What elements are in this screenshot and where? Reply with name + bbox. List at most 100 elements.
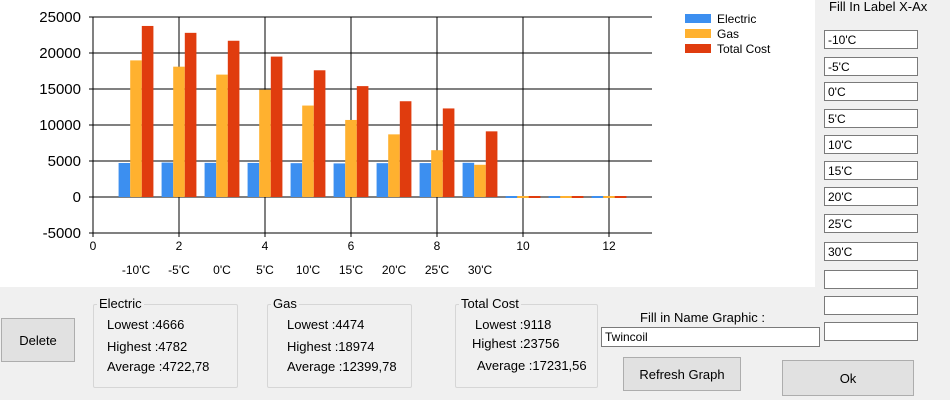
ok-button[interactable]: Ok [782, 360, 914, 396]
gas-highest: Highest :18974 [287, 339, 375, 354]
legend-item-total-cost: Total Cost [685, 41, 770, 56]
bar-total-cost [227, 40, 240, 198]
bar-total-cost [313, 70, 326, 197]
total-cost-average: Average :17231,56 [477, 358, 587, 373]
bar-total-cost [614, 196, 627, 198]
bar-total-cost [270, 56, 283, 197]
bar-chart: -5000 0 5000 10000 15000 20000 25000 0 2 4 6 8 10 12 -… [39, 9, 652, 277]
refresh-graph-button[interactable]: Refresh Graph [623, 357, 741, 391]
electric-stats-group: Electric Lowest :4666 Highest :4782 Aver… [93, 296, 238, 388]
category-label: 25'C [425, 263, 450, 277]
bar-electric [548, 196, 561, 198]
name-graphic-label: Fill in Name Graphic : [640, 310, 765, 325]
x-tick-label: 12 [602, 239, 616, 253]
category-label: 0'C [213, 263, 231, 277]
y-tick-label: 15000 [39, 81, 81, 98]
x-tick-label: 6 [348, 239, 355, 253]
category-label: 20'C [382, 263, 407, 277]
electric-average: Average :4722,78 [107, 359, 210, 374]
y-tick-label: 25000 [39, 9, 81, 26]
y-tick-label: -5000 [43, 225, 81, 242]
bar-total-cost [356, 86, 369, 197]
bar-gas [173, 66, 185, 198]
legend-label-gas: Gas [717, 26, 740, 41]
legend-swatch-gas [685, 29, 711, 38]
delete-button[interactable]: Delete [1, 318, 75, 362]
bar-total-cost [184, 32, 197, 198]
electric-lowest: Lowest :4666 [107, 317, 185, 332]
category-label: -10'C [122, 263, 151, 277]
x-label-input-12[interactable] [824, 322, 918, 341]
x-axis-label-title: Fill In Label X-Ax [829, 0, 928, 14]
x-tick-label: 8 [434, 239, 441, 253]
x-tick-label: 4 [262, 239, 269, 253]
bar-total-cost [141, 25, 154, 197]
bar-electric [462, 162, 475, 197]
y-tick-label: 0 [73, 189, 81, 206]
total-cost-lowest: Lowest :9118 [475, 317, 552, 332]
gas-lowest: Lowest :4474 [287, 317, 365, 332]
legend-swatch-total-cost [685, 44, 711, 53]
bar-gas [216, 74, 228, 197]
bar-gas [130, 60, 142, 197]
gas-stats-title: Gas [271, 296, 299, 311]
legend-item-gas: Gas [685, 26, 770, 41]
x-label-input-8[interactable] [824, 214, 918, 233]
x-label-input-7[interactable] [824, 187, 918, 206]
y-tick-label: 10000 [39, 117, 81, 134]
graphic-name-input[interactable] [601, 327, 820, 347]
bar-electric [333, 163, 346, 197]
total-cost-stats-group: Total Cost Lowest :9118 Highest :23756 A… [455, 296, 598, 388]
bar-gas [431, 150, 443, 197]
x-label-input-2[interactable] [824, 57, 918, 76]
chart-area: -5000 0 5000 10000 15000 20000 25000 0 2 4 6 8 10 12 -… [0, 0, 815, 287]
x-label-input-9[interactable] [824, 242, 918, 261]
bar-electric [419, 163, 432, 197]
legend-swatch-electric [685, 14, 711, 23]
x-tick-label: 10 [516, 239, 530, 253]
x-label-input-11[interactable] [824, 296, 918, 315]
y-tick-label: 20000 [39, 45, 81, 62]
gas-stats-group: Gas Lowest :4474 Highest :18974 Average … [267, 296, 412, 388]
bar-gas [345, 119, 357, 197]
bar-total-cost [399, 101, 412, 197]
bar-gas [560, 196, 572, 198]
x-label-input-4[interactable] [824, 109, 918, 128]
bar-gas [517, 196, 529, 198]
x-label-input-3[interactable] [824, 82, 918, 101]
bar-total-cost [485, 131, 498, 197]
bar-electric [204, 162, 217, 197]
x-tick-label: 0 [90, 239, 97, 253]
bar-total-cost [528, 196, 541, 198]
x-label-input-1[interactable] [824, 30, 918, 49]
bar-gas [603, 196, 615, 198]
bar-electric [118, 163, 131, 197]
category-label: 10'C [296, 263, 321, 277]
x-tick-label: 2 [176, 239, 183, 253]
x-label-input-10[interactable] [824, 270, 918, 289]
total-cost-highest: Highest :23756 [472, 336, 560, 351]
legend-label-electric: Electric [717, 11, 757, 26]
x-label-input-6[interactable] [824, 161, 918, 180]
bar-gas [474, 164, 486, 197]
bar-electric [376, 163, 389, 197]
category-label: 30'C [468, 263, 493, 277]
y-tick-label: 5000 [48, 153, 81, 170]
bar-total-cost [442, 108, 455, 197]
chart-legend: Electric Gas Total Cost [685, 11, 770, 56]
category-label: 5'C [256, 263, 274, 277]
legend-label-total-cost: Total Cost [717, 41, 771, 56]
bar-electric [161, 162, 174, 197]
bar-total-cost [571, 196, 584, 198]
bar-electric [591, 196, 604, 198]
category-label: 15'C [339, 263, 364, 277]
electric-stats-title: Electric [97, 296, 144, 311]
bar-electric [247, 162, 260, 197]
bar-gas [388, 134, 400, 197]
total-cost-stats-title: Total Cost [459, 296, 521, 311]
x-label-input-5[interactable] [824, 135, 918, 154]
bar-electric [290, 163, 303, 197]
legend-item-electric: Electric [685, 11, 770, 26]
bar-gas [259, 89, 271, 197]
category-label: -5'C [168, 263, 190, 277]
